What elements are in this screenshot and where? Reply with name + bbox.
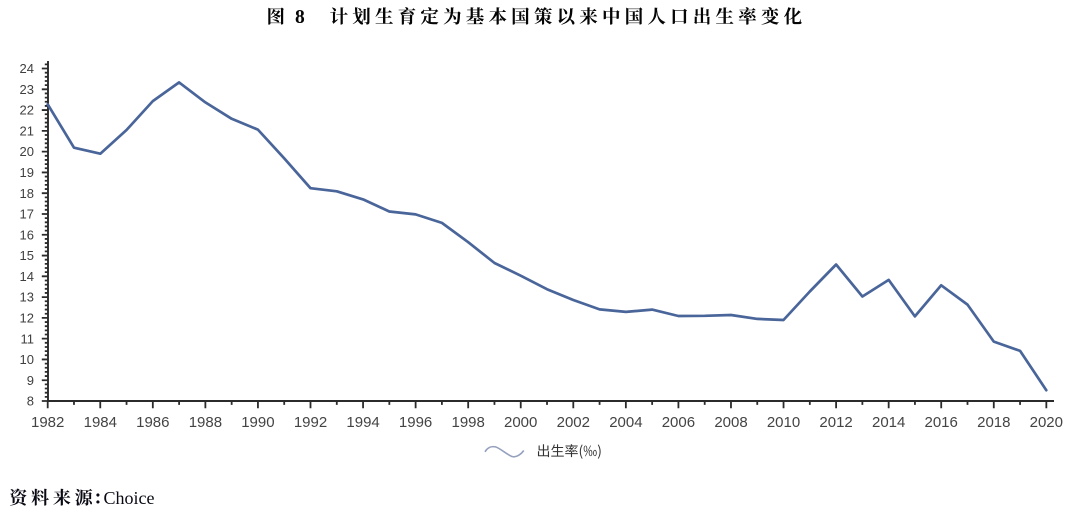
svg-text:14: 14 <box>20 269 34 284</box>
svg-text:Choice: Choice <box>104 488 155 508</box>
svg-text:1984: 1984 <box>84 414 117 431</box>
svg-text:13: 13 <box>20 290 34 305</box>
svg-text:1986: 1986 <box>136 414 169 431</box>
svg-text:18: 18 <box>20 186 34 201</box>
svg-text:2012: 2012 <box>819 414 852 431</box>
svg-text:2006: 2006 <box>662 414 695 431</box>
svg-text:2008: 2008 <box>714 414 747 431</box>
svg-text:2010: 2010 <box>767 414 800 431</box>
svg-text:2018: 2018 <box>977 414 1010 431</box>
svg-text:1982: 1982 <box>31 414 64 431</box>
svg-text:1994: 1994 <box>346 414 379 431</box>
svg-text:9: 9 <box>27 373 34 388</box>
svg-text:19: 19 <box>20 165 34 180</box>
svg-text:16: 16 <box>20 227 34 242</box>
svg-text:1996: 1996 <box>399 414 432 431</box>
svg-text:8: 8 <box>27 394 34 409</box>
svg-text:1992: 1992 <box>294 414 327 431</box>
svg-text:23: 23 <box>20 82 34 97</box>
svg-text:15: 15 <box>20 248 34 263</box>
svg-text:17: 17 <box>20 207 34 222</box>
svg-text:10: 10 <box>20 352 34 367</box>
svg-text:22: 22 <box>20 103 34 118</box>
svg-text:1990: 1990 <box>241 414 274 431</box>
svg-text:2016: 2016 <box>925 414 958 431</box>
svg-text:1998: 1998 <box>452 414 485 431</box>
svg-text:24: 24 <box>20 61 34 76</box>
svg-text:1988: 1988 <box>189 414 222 431</box>
svg-text:2014: 2014 <box>872 414 905 431</box>
svg-text:2020: 2020 <box>1030 414 1063 431</box>
svg-text:2000: 2000 <box>504 414 537 431</box>
svg-text:20: 20 <box>20 144 34 159</box>
svg-text:12: 12 <box>20 311 34 326</box>
svg-text:2002: 2002 <box>557 414 590 431</box>
svg-text:8: 8 <box>295 7 305 28</box>
svg-text:2004: 2004 <box>609 414 642 431</box>
svg-text:21: 21 <box>20 124 34 139</box>
svg-text:11: 11 <box>21 331 35 346</box>
